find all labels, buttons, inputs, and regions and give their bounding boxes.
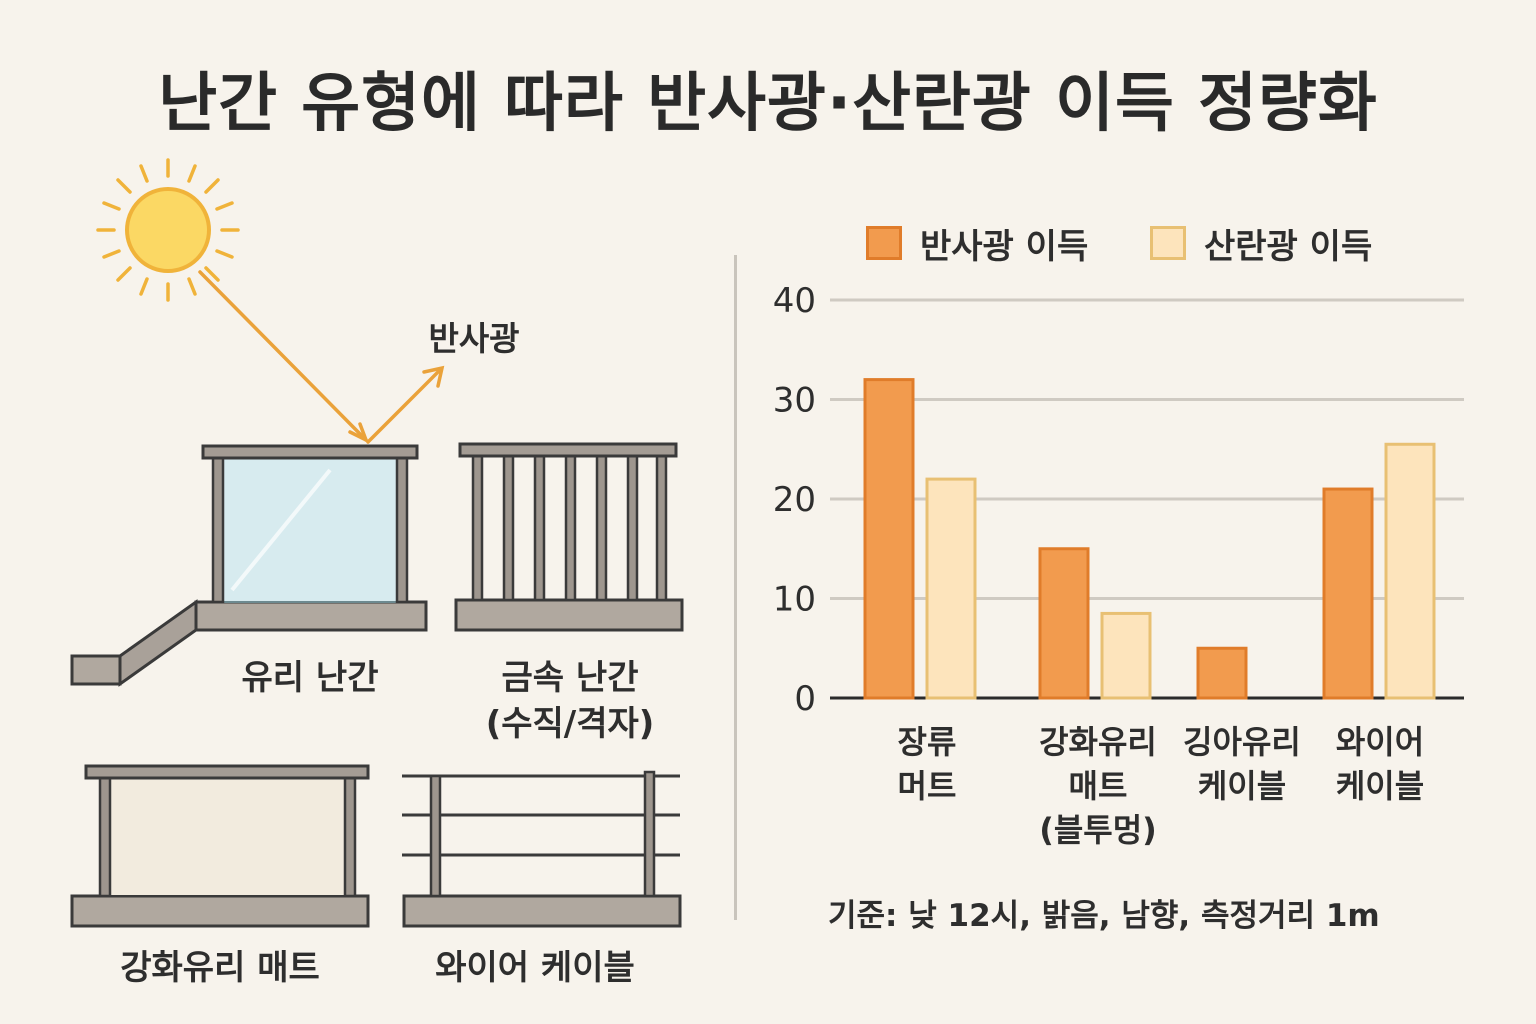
bar-reflect (1038, 547, 1090, 700)
wire-cable-railing (402, 770, 682, 928)
glass-railing (70, 444, 428, 687)
legend-swatch-scatter (1150, 226, 1186, 260)
tempered-glass-railing (70, 764, 370, 928)
panel-label-tempered: 강화유리 매트 (120, 948, 320, 988)
bar-reflect (1196, 646, 1248, 700)
railing-illustration (70, 158, 684, 928)
y-tick-label: 30 (773, 381, 816, 421)
panel-label-glass: 유리 난간 (241, 658, 379, 698)
y-tick-label: 40 (773, 281, 816, 321)
page-title: 난간 유형에 따라 반사광·산란광 이득 정량화 (158, 67, 1378, 141)
x-category-label: 장류 머트 (897, 723, 957, 805)
y-tick-label: 0 (794, 679, 816, 719)
legend-scatter: 산란광 이득 (1150, 222, 1372, 267)
legend-label-scatter: 산란광 이득 (1204, 226, 1373, 267)
reflect-label: 반사광 (428, 319, 520, 358)
section-divider (734, 255, 737, 920)
metal-railing (454, 442, 684, 632)
measurement-note: 기준: 낮 12시, 밝음, 남향, 측정거리 1m (828, 898, 1380, 934)
y-tick-label: 20 (773, 480, 816, 520)
bar-scatter (925, 477, 977, 700)
bar-chart: 0 10 20 30 40 (773, 281, 1464, 719)
bar-reflect (863, 378, 915, 700)
legend-reflect: 반사광 이득 (866, 222, 1088, 267)
bar-scatter (1384, 442, 1436, 700)
bar-reflect (1322, 487, 1374, 700)
bar-scatter (1100, 611, 1152, 700)
panel-label-metal: 금속 난간 (수직/격자) (485, 658, 655, 744)
legend-swatch-reflect (866, 226, 902, 260)
reflection-arrow (198, 270, 445, 444)
y-tick-label: 10 (773, 580, 816, 620)
legend-label-reflect: 반사광 이득 (920, 226, 1089, 267)
panel-label-wire: 와이어 케이블 (435, 948, 635, 988)
x-category-label: 강화유리 매트 (블투멍) (1039, 723, 1157, 849)
x-category-label: 깅아유리 케이블 (1183, 723, 1301, 805)
x-category-label: 와이어 케이블 (1335, 723, 1425, 805)
sun-icon (96, 158, 240, 302)
